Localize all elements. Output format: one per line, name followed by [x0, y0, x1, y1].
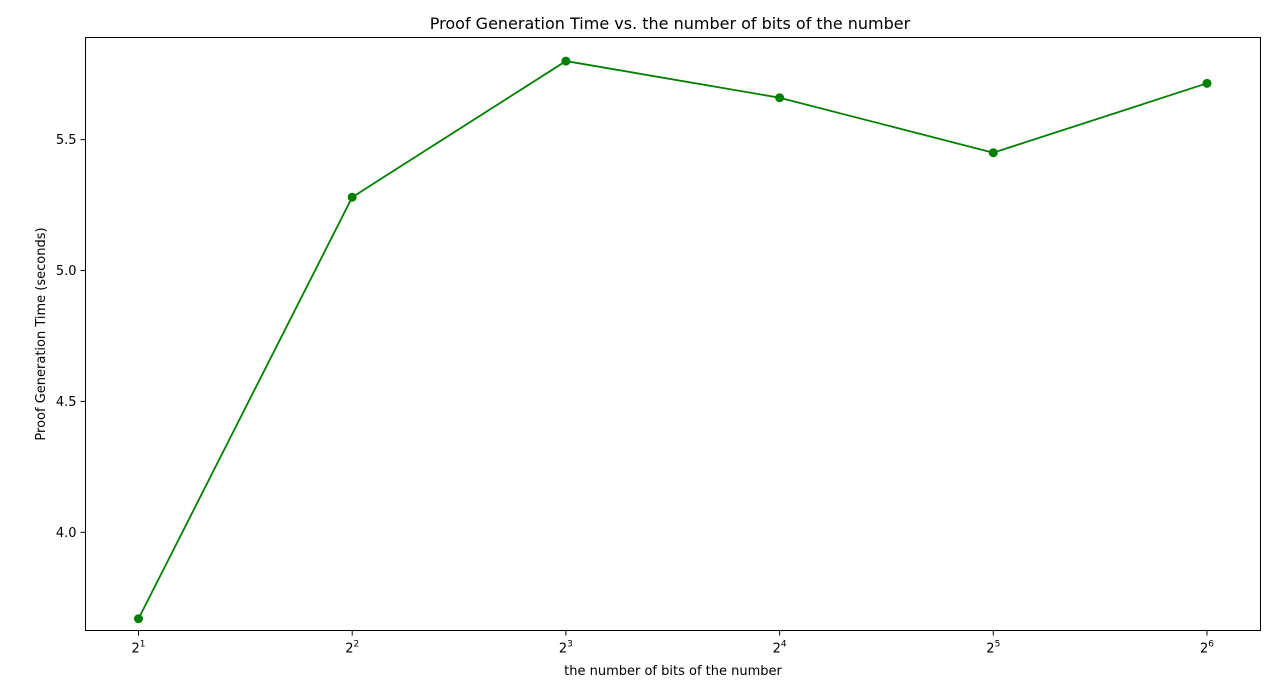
data-point — [561, 56, 571, 66]
x-tick-exponent: 1 — [140, 640, 146, 650]
x-tick-base: 2 — [345, 642, 353, 657]
data-point — [1202, 78, 1212, 88]
x-tick-exponent: 4 — [781, 640, 787, 650]
x-tick-base: 2 — [1200, 642, 1208, 657]
x-tick-label: 24 — [773, 640, 787, 657]
data-point — [775, 93, 785, 103]
plot-frame — [85, 37, 1261, 631]
x-tick-exponent: 6 — [1208, 640, 1214, 650]
y-tick-label: 4.0 — [56, 526, 77, 541]
x-tick-label: 25 — [986, 640, 1000, 657]
y-tick-label: 5.0 — [56, 264, 77, 279]
data-point — [988, 148, 998, 158]
x-tick-base: 2 — [773, 642, 781, 657]
y-axis-label: Proof Generation Time (seconds) — [34, 227, 49, 440]
x-tick-label: 22 — [345, 640, 359, 657]
x-tick-base: 2 — [986, 642, 994, 657]
x-tick-label: 21 — [131, 640, 145, 657]
x-tick-base: 2 — [559, 642, 567, 657]
x-tick-exponent: 3 — [567, 640, 573, 650]
y-tick-label: 5.5 — [56, 133, 77, 148]
data-point — [347, 192, 357, 202]
x-tick-label: 26 — [1200, 640, 1214, 657]
x-tick-base: 2 — [131, 642, 139, 657]
x-tick-exponent: 2 — [353, 640, 359, 650]
y-tick-label: 4.5 — [56, 395, 77, 410]
x-tick-label: 23 — [559, 640, 573, 657]
chart-title: Proof Generation Time vs. the number of … — [430, 14, 911, 33]
x-axis-label: the number of bits of the number — [564, 664, 782, 679]
data-point — [134, 614, 143, 624]
series-line — [137, 60, 1208, 620]
x-tick-exponent: 5 — [995, 640, 1001, 650]
